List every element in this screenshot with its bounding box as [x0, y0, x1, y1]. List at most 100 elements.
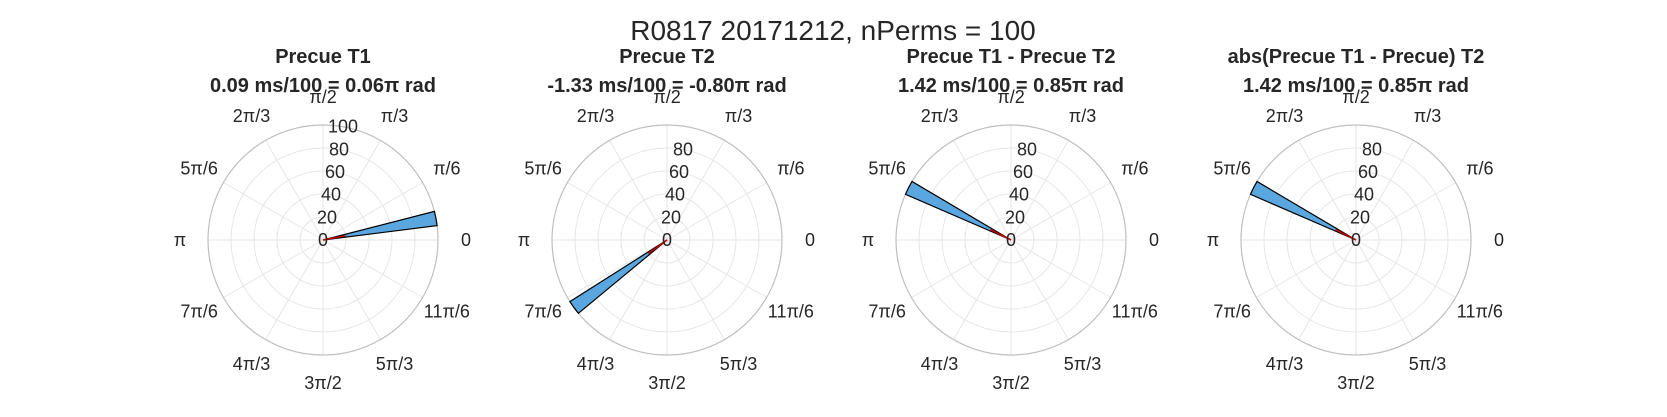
r-tick-label: 80 [329, 139, 349, 159]
theta-gridline [609, 239, 668, 340]
theta-gridline [666, 239, 767, 298]
r-gridline [574, 147, 760, 333]
theta-tick-label: 11π/6 [1112, 302, 1158, 322]
polar-panel: Precue T2 -1.33 ms/100 = -0.80π rad 0 π/6 π/… [518, 46, 815, 393]
r-tick-label: 0 [662, 230, 672, 250]
theta-tick-label: π/6 [1121, 159, 1148, 179]
panel-subtitle: 1.42 ms/100 = 0.85π rad [1243, 75, 1469, 97]
polar-boundary [895, 124, 1127, 356]
theta-gridline [322, 239, 381, 340]
theta-gridline [953, 140, 1012, 241]
theta-tick-label: 3π/2 [648, 373, 685, 393]
r-gridline [620, 193, 714, 287]
histogram-bar [569, 239, 668, 315]
r-tick-label: 60 [1013, 162, 1033, 182]
panel-title: Precue T1 - Precue T2 [907, 46, 1116, 68]
theta-tick-label: 5π/6 [868, 159, 905, 179]
theta-gridline [666, 182, 767, 241]
theta-tick-label: 7π/6 [1213, 302, 1250, 322]
theta-tick-label: π/6 [1466, 159, 1493, 179]
theta-gridline [1355, 182, 1456, 241]
theta-tick-label: π/2 [309, 87, 336, 107]
mean-direction-line [990, 228, 1012, 241]
panel-title: Precue T2 [619, 46, 715, 68]
histogram-bar [1249, 180, 1357, 241]
theta-tick-label: 5π/3 [720, 354, 757, 374]
r-gridline [1332, 216, 1380, 264]
figure-title: R0817 20171212, nPerms = 100 [630, 15, 1036, 46]
r-tick-label: 100 [328, 117, 358, 137]
r-tick-label: 20 [1005, 207, 1025, 227]
theta-tick-label: π [1207, 230, 1219, 250]
theta-tick-label: 2π/3 [921, 106, 958, 126]
theta-gridline [1010, 239, 1069, 340]
theta-tick-label: 2π/3 [1266, 106, 1303, 126]
r-gridline [1309, 193, 1403, 287]
theta-gridline [1298, 239, 1357, 340]
theta-gridline [666, 239, 725, 340]
mean-direction-line [1335, 228, 1357, 241]
theta-tick-label: 5π/3 [376, 354, 413, 374]
theta-tick-label: 4π/3 [233, 354, 270, 374]
polar-panels: Precue T1 0.09 ms/100 = 0.06π rad 0 π/6 π/3 π… [174, 46, 1504, 393]
theta-gridline [265, 239, 324, 340]
theta-tick-label: 7π/6 [868, 302, 905, 322]
theta-tick-label: π/3 [1414, 106, 1441, 126]
r-tick-label: 60 [1358, 162, 1378, 182]
theta-gridline [567, 239, 668, 298]
theta-tick-label: π/3 [1069, 106, 1096, 126]
r-tick-label: 40 [321, 185, 341, 205]
theta-tick-label: 5π/6 [1213, 159, 1250, 179]
panel-title: Precue T1 [275, 46, 371, 68]
r-gridline [276, 193, 370, 287]
theta-tick-label: 4π/3 [1266, 354, 1303, 374]
r-gridline [1263, 147, 1449, 333]
theta-gridline [322, 182, 423, 241]
histogram-bar [904, 180, 1012, 241]
theta-tick-label: π/2 [653, 87, 680, 107]
theta-gridline [1010, 239, 1111, 298]
r-tick-label: 40 [1354, 185, 1374, 205]
r-tick-label: 60 [325, 162, 345, 182]
theta-tick-label: 0 [1494, 230, 1504, 250]
r-gridline [643, 216, 691, 264]
r-gridline [597, 170, 737, 310]
theta-tick-label: π/3 [381, 106, 408, 126]
theta-gridline [265, 140, 324, 241]
theta-gridline [223, 239, 324, 298]
theta-tick-label: 4π/3 [577, 354, 614, 374]
theta-tick-label: 0 [461, 230, 471, 250]
theta-gridline [1355, 140, 1414, 241]
theta-tick-label: 2π/3 [577, 106, 614, 126]
theta-gridline [666, 140, 725, 241]
theta-gridline [911, 239, 1012, 298]
theta-tick-label: 11π/6 [424, 302, 470, 322]
r-tick-label: 20 [1350, 207, 1370, 227]
panel-title: abs(Precue T1 - Precue) T2 [1228, 46, 1485, 68]
theta-tick-label: π/2 [997, 87, 1024, 107]
r-gridline [253, 170, 393, 310]
theta-tick-label: π [518, 230, 530, 250]
r-tick-label: 80 [1362, 139, 1382, 159]
theta-tick-label: 7π/6 [524, 302, 561, 322]
theta-tick-label: π [174, 230, 186, 250]
theta-tick-label: π [862, 230, 874, 250]
theta-gridline [223, 182, 324, 241]
r-gridline [299, 216, 347, 264]
theta-tick-label: 5π/3 [1409, 354, 1446, 374]
r-gridline [230, 147, 416, 333]
theta-tick-label: 3π/2 [992, 373, 1029, 393]
r-tick-label: 0 [1006, 230, 1016, 250]
theta-gridline [322, 239, 423, 298]
theta-gridline [1010, 140, 1069, 241]
theta-gridline [1256, 239, 1357, 298]
theta-tick-label: π/3 [725, 106, 752, 126]
theta-tick-label: 5π/3 [1064, 354, 1101, 374]
polar-panel: Precue T1 0.09 ms/100 = 0.06π rad 0 π/6 π/3 π… [174, 46, 471, 393]
theta-tick-label: 0 [1149, 230, 1159, 250]
mean-direction-line [322, 234, 346, 241]
mean-direction-line [647, 239, 668, 255]
theta-tick-label: π/6 [777, 159, 804, 179]
r-gridline [987, 216, 1035, 264]
